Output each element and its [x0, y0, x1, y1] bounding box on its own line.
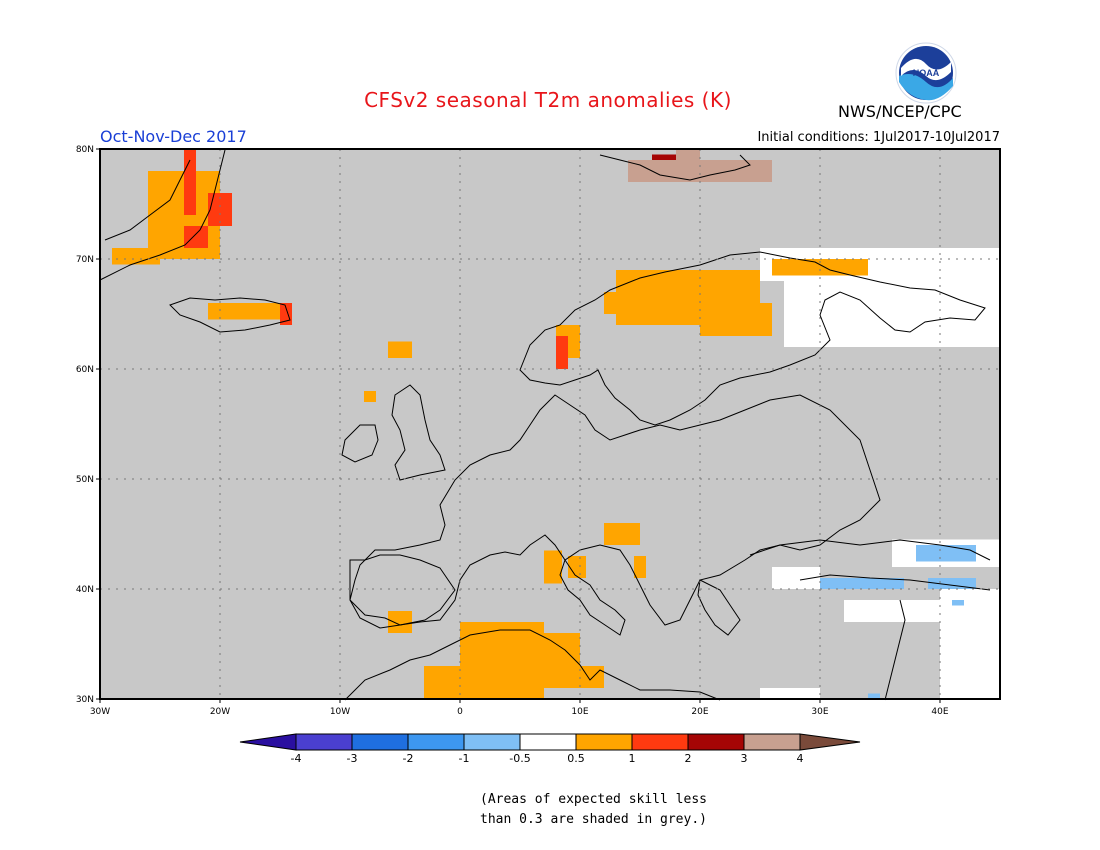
anomaly-cell	[952, 600, 964, 606]
colorbar-swatch	[351, 733, 409, 751]
lon-label: 20W	[210, 707, 230, 717]
lon-label: 10W	[330, 707, 350, 717]
colorbar-tick-label: -2	[403, 752, 414, 765]
lon-label: 10E	[571, 707, 588, 717]
anomaly-cell	[364, 391, 376, 402]
anomaly-cell	[628, 160, 772, 182]
lat-label: 60N	[76, 365, 94, 375]
caption-line-1: (Areas of expected skill less	[480, 792, 707, 807]
caption-line-2: than 0.3 are shaded in grey.)	[480, 812, 707, 827]
colorbar-tick-label: -0.5	[509, 752, 530, 765]
anomaly-cell	[832, 578, 856, 584]
map-frame	[99, 148, 1001, 700]
anomaly-cell	[868, 693, 880, 699]
colorbar-tick-label: -1	[459, 752, 470, 765]
lon-label: 0	[457, 707, 463, 717]
lon-label: 30W	[90, 707, 110, 717]
anomaly-cell	[556, 336, 568, 369]
anomaly-cell	[928, 578, 976, 589]
anomaly-cell	[820, 578, 904, 589]
colorbar-swatch	[743, 733, 801, 751]
anomaly-cell	[388, 341, 412, 358]
anomaly-cell	[676, 149, 700, 160]
lon-label: 20E	[691, 707, 708, 717]
initial-conditions: Initial conditions: 1Jul2017-10Jul2017	[757, 130, 1000, 145]
colorbar-arrow-high	[799, 733, 861, 751]
forecast-period: Oct-Nov-Dec 2017	[100, 127, 247, 146]
anomaly-cell	[388, 611, 412, 633]
anomaly-cell	[568, 556, 586, 578]
anomaly-cell	[544, 550, 562, 584]
colorbar-tick-label: 2	[685, 752, 692, 765]
colorbar-swatch	[575, 733, 633, 751]
anomaly-cell	[940, 589, 1000, 699]
colorbar-tick-label: -3	[347, 752, 358, 765]
colorbar-tick-label: 4	[797, 752, 804, 765]
anomaly-cell	[208, 303, 280, 320]
svg-text:NOAA: NOAA	[913, 68, 940, 78]
colorbar-swatch	[687, 733, 745, 751]
anomaly-cell	[634, 556, 646, 578]
anomaly-cell	[772, 567, 820, 589]
anomaly-cell	[916, 545, 976, 562]
colorbar-tick-label: -4	[291, 752, 302, 765]
lat-label: 80N	[76, 145, 94, 155]
anomaly-cell	[700, 303, 772, 336]
skill-caption: (Areas of expected skill less than 0.3 a…	[480, 790, 707, 830]
anomaly-cell	[184, 226, 208, 248]
anomaly-cell	[112, 248, 160, 265]
lon-label: 30E	[811, 707, 828, 717]
lat-label: 70N	[76, 255, 94, 265]
anomaly-cell	[280, 303, 292, 325]
lat-label: 50N	[76, 475, 94, 485]
colorbar-arrow-low	[239, 733, 297, 751]
colorbar-tick-label: 0.5	[567, 752, 585, 765]
anomaly-cell	[844, 600, 940, 622]
anomaly-cell	[772, 259, 868, 276]
colorbar-tick-label: 3	[741, 752, 748, 765]
lat-label: 30N	[76, 695, 94, 705]
anomaly-cell	[604, 292, 652, 314]
anomaly-cell	[508, 633, 532, 655]
anomaly-cell	[424, 666, 460, 699]
colorbar-swatch	[519, 733, 577, 751]
noaa-logo-icon: NOAA	[895, 42, 957, 104]
axis-labels: 30W 20W 10W 0 10E 20E 30E 40E 80N 70N 60N 50N 40N 30N	[76, 145, 949, 717]
colorbar-swatch	[463, 733, 521, 751]
anomaly-cell	[544, 633, 580, 688]
colorbar-swatch	[295, 733, 353, 751]
colorbar-tick-label: 1	[629, 752, 636, 765]
lon-label: 40E	[931, 707, 948, 717]
anomaly-cell	[760, 688, 820, 699]
colorbar-swatch	[631, 733, 689, 751]
lat-label: 40N	[76, 585, 94, 595]
map-title: CFSv2 seasonal T2m anomalies (K)	[364, 88, 732, 112]
colorbar-swatch	[407, 733, 465, 751]
coastlines	[99, 149, 991, 701]
anomaly-cell	[604, 523, 640, 545]
graticule	[100, 149, 1000, 699]
agency-label: NWS/NCEP/CPC	[838, 102, 962, 121]
